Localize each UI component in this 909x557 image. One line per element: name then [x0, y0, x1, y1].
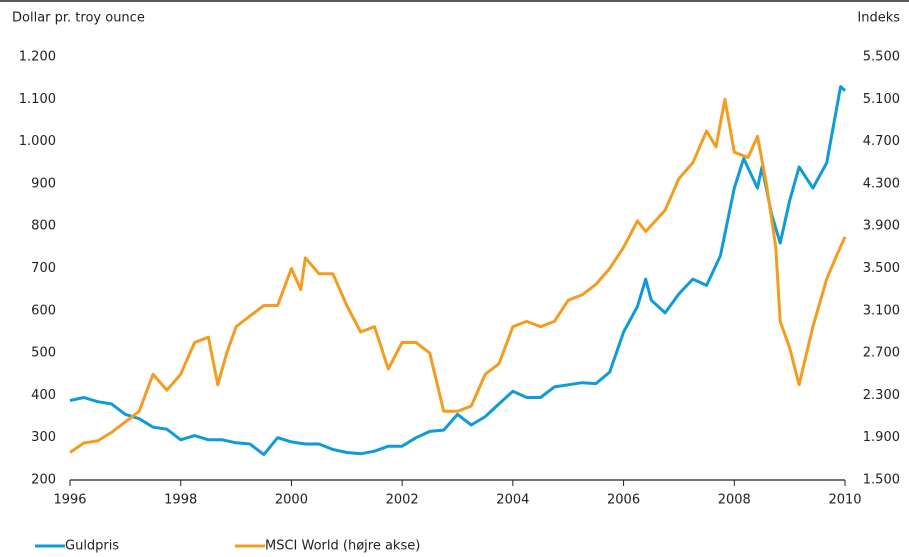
y-tick-label: 800 [31, 219, 56, 234]
y2-tick-label: 2.700 [863, 346, 900, 361]
y2-tick-label: 2.300 [863, 388, 900, 403]
y2-tick-label: 5.100 [863, 92, 900, 107]
y2-tick-label: 4.300 [863, 176, 900, 191]
y2-tick-label: 5.500 [863, 50, 900, 65]
legend-label: MSCI World (højre akse) [265, 539, 420, 554]
y-tick-label: 300 [31, 430, 56, 445]
x-tick-label: 1996 [53, 493, 86, 508]
y-tick-label: 1.100 [19, 92, 56, 107]
y-tick-label: 700 [31, 261, 56, 276]
y-tick-label: 400 [31, 388, 56, 403]
y-tick-label: 1.200 [19, 50, 56, 65]
line-series [69, 85, 847, 457]
x-tick-label: 2004 [496, 493, 529, 508]
y-tick-label: 200 [31, 473, 56, 488]
x-tick-label: 2006 [607, 493, 640, 508]
y-tick-label: 500 [31, 346, 56, 361]
legend-label: Guldpris [65, 539, 119, 554]
y2-tick-label: 3.900 [863, 219, 900, 234]
y2-tick-label: 1.900 [863, 430, 900, 445]
y2-tick-label: 1.500 [863, 473, 900, 488]
x-tick-label: 2002 [386, 493, 419, 508]
x-tick-label: 2010 [828, 493, 861, 508]
line-series [69, 97, 847, 454]
y-tick-label: 1.000 [19, 134, 56, 149]
y-axis-label: Dollar pr. troy ounce [12, 11, 145, 26]
y2-tick-label: 3.100 [863, 303, 900, 318]
x-tick-label: 2008 [718, 493, 751, 508]
y2-tick-label: 3.500 [863, 261, 900, 276]
y-tick-label: 900 [31, 176, 56, 191]
y-tick-label: 600 [31, 303, 56, 318]
y2-tick-label: 4.700 [863, 134, 900, 149]
x-tick-label: 2000 [275, 493, 308, 508]
x-tick-label: 1998 [164, 493, 197, 508]
y2-axis-label: Indeks [857, 11, 900, 26]
